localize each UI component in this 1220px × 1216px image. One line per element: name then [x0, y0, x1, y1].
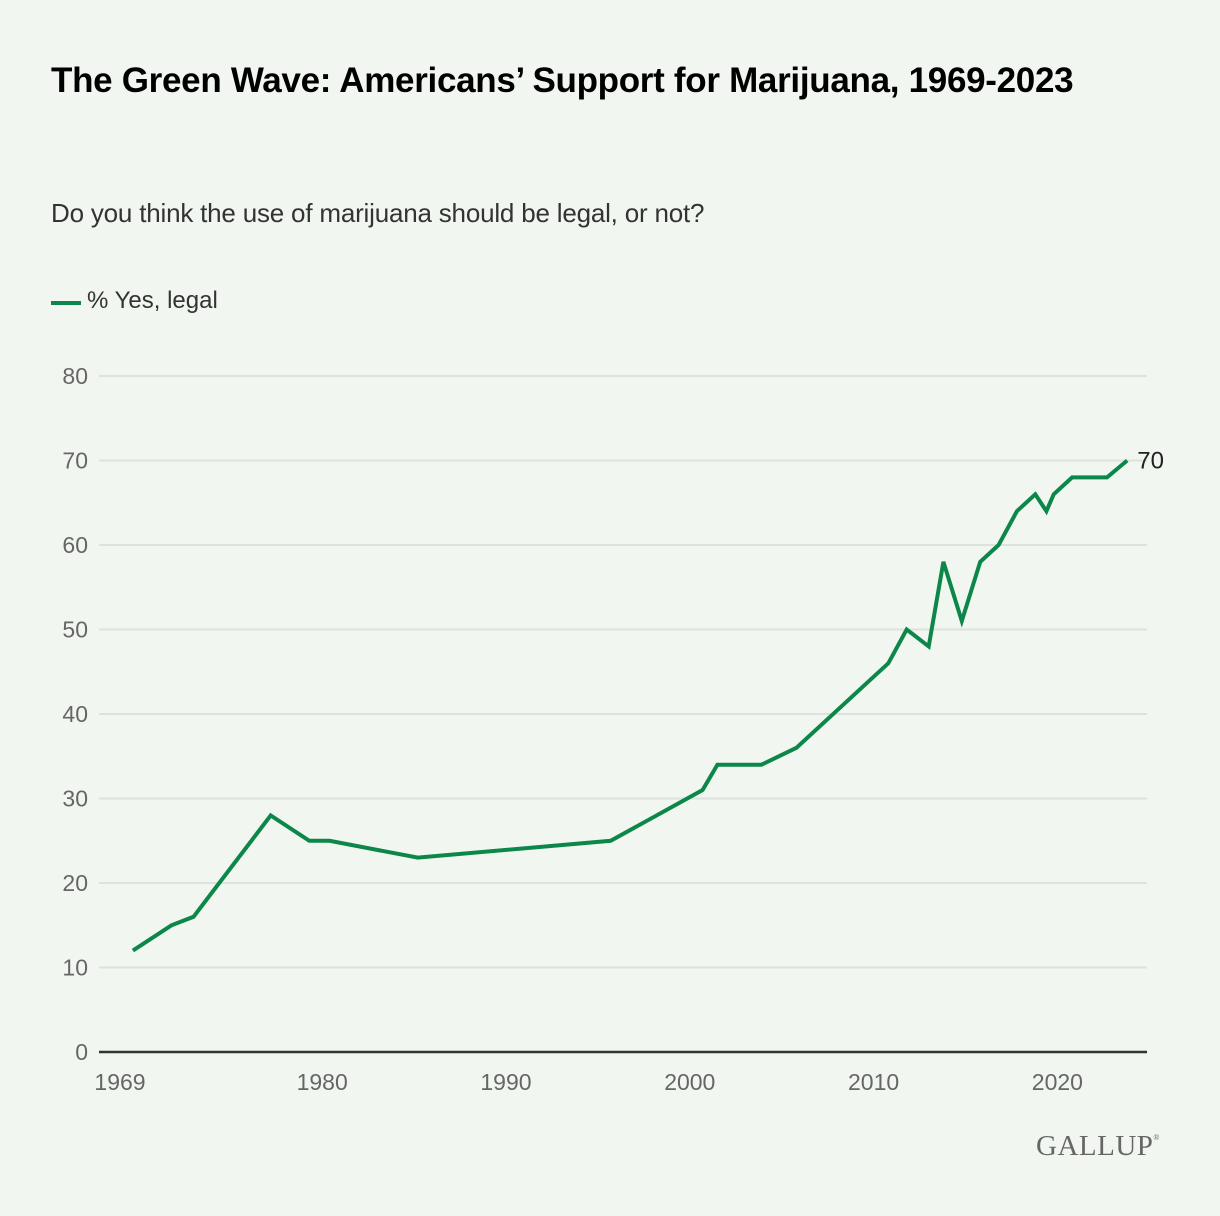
x-tick-label-2010: 2010	[848, 1069, 899, 1095]
legend-label-yes-legal: % Yes, legal	[87, 287, 218, 314]
y-tick-label-60: 60	[62, 532, 88, 558]
y-tick-label-20: 20	[62, 870, 88, 896]
gallup-logo-text: GALLUP	[1036, 1130, 1154, 1162]
y-tick-label-70: 70	[62, 448, 88, 474]
gallup-logo: GALLUP®	[1036, 1130, 1160, 1163]
end-value-label: 70	[1137, 448, 1164, 475]
y-tick-label-80: 80	[62, 363, 88, 389]
x-tick-label-1969: 1969	[94, 1069, 145, 1095]
registered-mark: ®	[1153, 1133, 1160, 1142]
y-tick-label-10: 10	[62, 955, 88, 981]
legend: % Yes, legal	[51, 287, 218, 315]
x-tick-label-2020: 2020	[1032, 1069, 1083, 1095]
chart-subtitle: Do you think the use of marijuana should…	[51, 198, 705, 228]
y-tick-label-30: 30	[62, 786, 88, 812]
y-tick-label-50: 50	[62, 617, 88, 643]
chart-title: The Green Wave: Americans’ Support for M…	[51, 61, 1074, 100]
y-tick-label-0: 0	[75, 1039, 88, 1065]
x-tick-label-1990: 1990	[480, 1069, 531, 1095]
x-tick-label-1980: 1980	[297, 1069, 348, 1095]
series-line-yes-legal	[131, 458, 1129, 953]
x-tick-label-2000: 2000	[664, 1069, 715, 1095]
y-tick-label-40: 40	[62, 701, 88, 727]
legend-swatch-yes-legal	[51, 300, 81, 305]
